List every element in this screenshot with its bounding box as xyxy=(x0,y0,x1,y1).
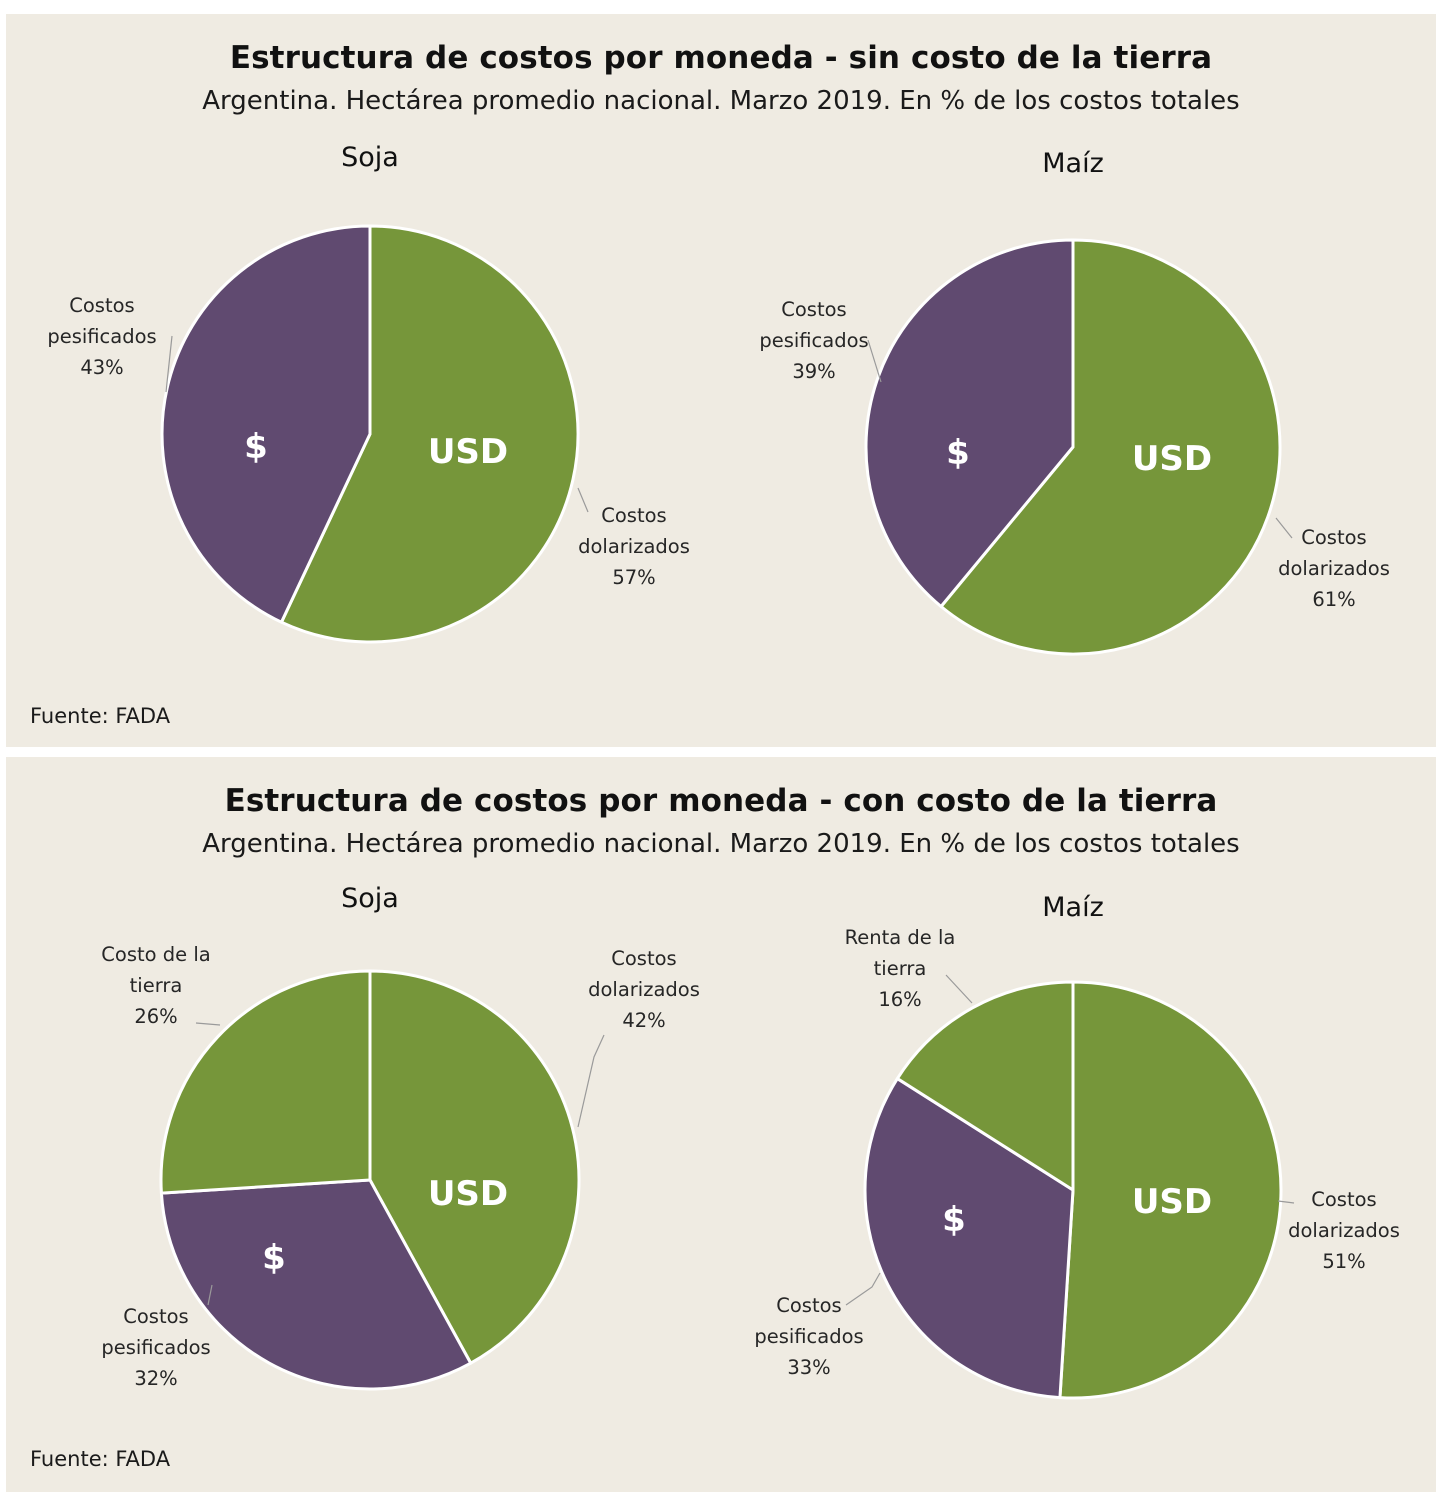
data-label: Costos dolarizados 51% xyxy=(1288,1188,1400,1273)
source-note: Fuente: FADA xyxy=(30,704,171,728)
panel-title: Estructura de costos por moneda - sin co… xyxy=(229,40,1213,76)
leader-line xyxy=(1277,1200,1295,1204)
peso-mark: $ xyxy=(244,427,268,467)
leader-line xyxy=(867,339,882,383)
data-label: Renta de la tierra 16% xyxy=(845,926,956,1011)
pie-chart-4: Maíz USD $ Costos dolarizados 51% Costos pesifi… xyxy=(754,892,1400,1400)
pie-charts-top: Soja USD $ Costos dolarizados 57% Costos pesifi… xyxy=(47,142,1390,656)
peso-mark: $ xyxy=(262,1238,286,1278)
leader-line xyxy=(845,1272,881,1306)
leader-line xyxy=(1275,517,1293,539)
leader-line xyxy=(195,1022,221,1026)
leader-line xyxy=(207,1284,213,1306)
data-label: Costos pesificados 32% xyxy=(101,1305,210,1390)
usd-mark: USD xyxy=(1132,1182,1212,1222)
pie-chart-2: Maíz USD $ Costos dolarizados 61% Costos pesifi… xyxy=(759,148,1390,656)
usd-mark: USD xyxy=(428,432,508,472)
panel-subtitle: Argentina. Hectárea promedio nacional. M… xyxy=(202,829,1240,859)
usd-mark: USD xyxy=(1132,439,1212,479)
chart-title: Soja xyxy=(341,142,399,173)
peso-mark: $ xyxy=(942,1200,966,1240)
leader-line xyxy=(577,1034,605,1128)
pie-slice xyxy=(1058,980,1283,1400)
data-label: Costos dolarizados 61% xyxy=(1278,526,1390,611)
data-label: Costos pesificados 39% xyxy=(759,298,868,383)
data-label: Costos pesificados 43% xyxy=(47,294,156,379)
pie-slice xyxy=(279,224,580,644)
pie-slice xyxy=(160,224,372,624)
pie-slice xyxy=(895,980,1075,1192)
pie-slice xyxy=(939,238,1282,656)
peso-mark: $ xyxy=(946,433,970,473)
panel-con-costo-tierra: Estructura de costos por moneda - con co… xyxy=(6,757,1436,1492)
pie-charts-bottom: Soja USD $ Costos dolarizados 42% Costos pesifi… xyxy=(101,883,1400,1400)
pie-slice xyxy=(864,238,1075,608)
pie-chart-3: Soja USD $ Costos dolarizados 42% Costos pesifi… xyxy=(101,883,700,1391)
chart-title: Maíz xyxy=(1042,148,1104,179)
leader-line xyxy=(165,335,173,393)
chart-title: Maíz xyxy=(1042,892,1104,923)
pie-slice xyxy=(159,969,372,1195)
pie-slice xyxy=(159,1178,473,1391)
data-label: Costos pesificados 33% xyxy=(754,1294,863,1379)
leader-line xyxy=(945,974,973,1004)
leader-line xyxy=(577,487,589,513)
chart-title: Soja xyxy=(341,883,399,914)
pie-chart-1: Soja USD $ Costos dolarizados 57% Costos pesifi… xyxy=(47,142,690,644)
panel-sin-costo-tierra: Estructura de costos por moneda - sin co… xyxy=(6,14,1436,747)
source-note: Fuente: FADA xyxy=(30,1447,171,1471)
panel-title: Estructura de costos por moneda - con co… xyxy=(224,783,1218,819)
pie-slice xyxy=(368,969,581,1365)
panel-subtitle: Argentina. Hectárea promedio nacional. M… xyxy=(202,86,1240,116)
usd-mark: USD xyxy=(428,1174,508,1214)
data-label: Costo de la tierra 26% xyxy=(101,943,210,1028)
data-label: Costos dolarizados 42% xyxy=(588,947,700,1032)
data-label: Costos dolarizados 57% xyxy=(578,504,690,589)
